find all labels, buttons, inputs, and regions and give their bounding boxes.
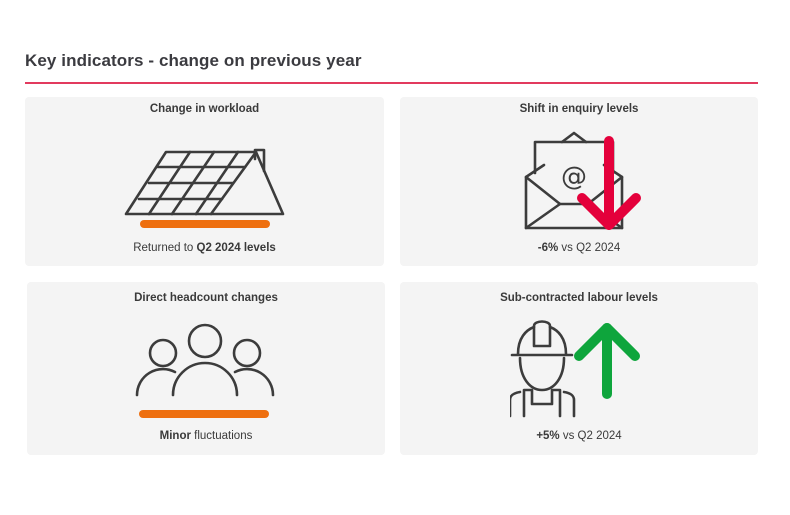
page-title: Key indicators - change on previous year xyxy=(25,51,362,70)
card-headcount: Direct headcount changes Minor fluctuati… xyxy=(27,282,385,455)
construction-worker-icon xyxy=(510,320,640,418)
card-workload: Change in workload Returned to Q2 2024 l… xyxy=(25,97,384,266)
svg-text:@: @ xyxy=(561,162,587,192)
card-subcontracted: Sub-contracted labour levels +5% vs Q2 2… xyxy=(400,282,758,455)
people-group-icon xyxy=(135,323,275,397)
neutral-indicator-bar xyxy=(140,220,270,228)
card-caption: Returned to Q2 2024 levels xyxy=(133,242,276,254)
card-title: Sub-contracted labour levels xyxy=(500,292,658,304)
card-enquiry: Shift in enquiry levels @ -6% vs Q2 2024 xyxy=(400,97,758,266)
card-caption: Minor fluctuations xyxy=(159,430,253,442)
card-title: Shift in enquiry levels xyxy=(519,103,639,115)
house-roof-icon xyxy=(124,148,285,216)
neutral-indicator-bar xyxy=(139,410,269,418)
card-caption: -6% vs Q2 2024 xyxy=(537,242,621,254)
card-title: Direct headcount changes xyxy=(134,292,278,304)
title-divider xyxy=(25,82,758,84)
envelope-email-icon: @ xyxy=(524,131,641,230)
card-caption: +5% vs Q2 2024 xyxy=(536,430,622,442)
card-title: Change in workload xyxy=(149,103,260,115)
